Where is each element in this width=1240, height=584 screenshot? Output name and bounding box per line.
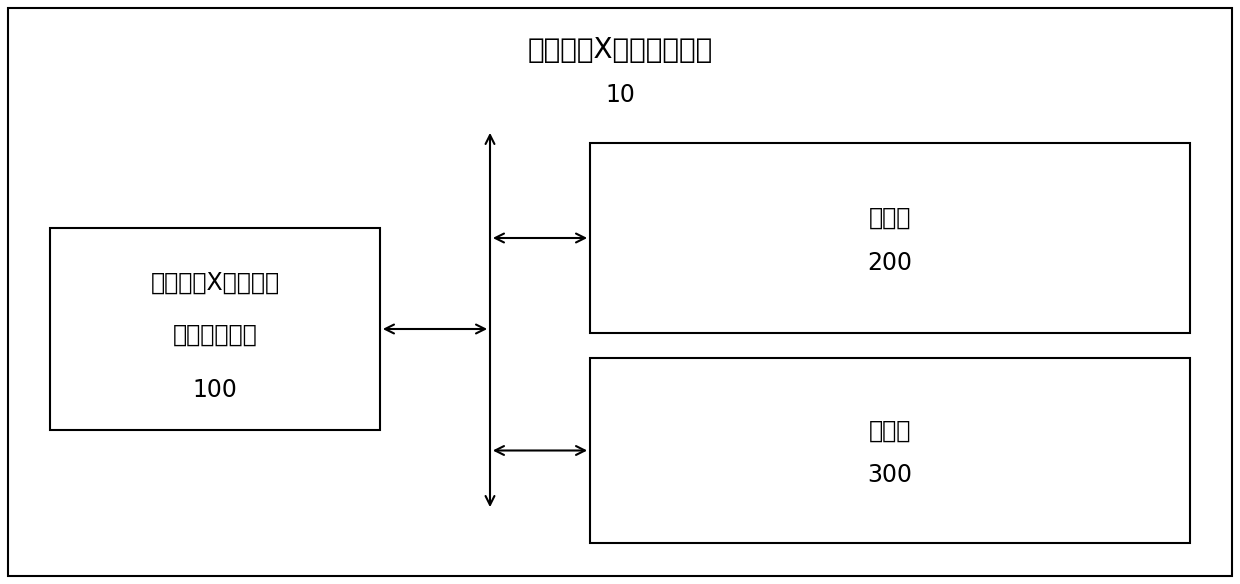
Bar (590, 143, 1190, 333)
Text: 200: 200 (868, 251, 913, 275)
Text: 100: 100 (192, 378, 237, 402)
Bar (590, 358, 1190, 543)
Text: 海底原位X荧光测量: 海底原位X荧光测量 (150, 270, 279, 294)
Text: 300: 300 (868, 464, 913, 488)
Text: 10: 10 (605, 83, 635, 107)
Text: 海底原位X荧光测量设备: 海底原位X荧光测量设备 (527, 36, 713, 64)
Text: 处理器: 处理器 (869, 206, 911, 230)
Text: 存储器: 存储器 (869, 419, 911, 443)
Bar (50, 228, 379, 430)
Text: 影响监管装置: 影响监管装置 (172, 323, 258, 347)
